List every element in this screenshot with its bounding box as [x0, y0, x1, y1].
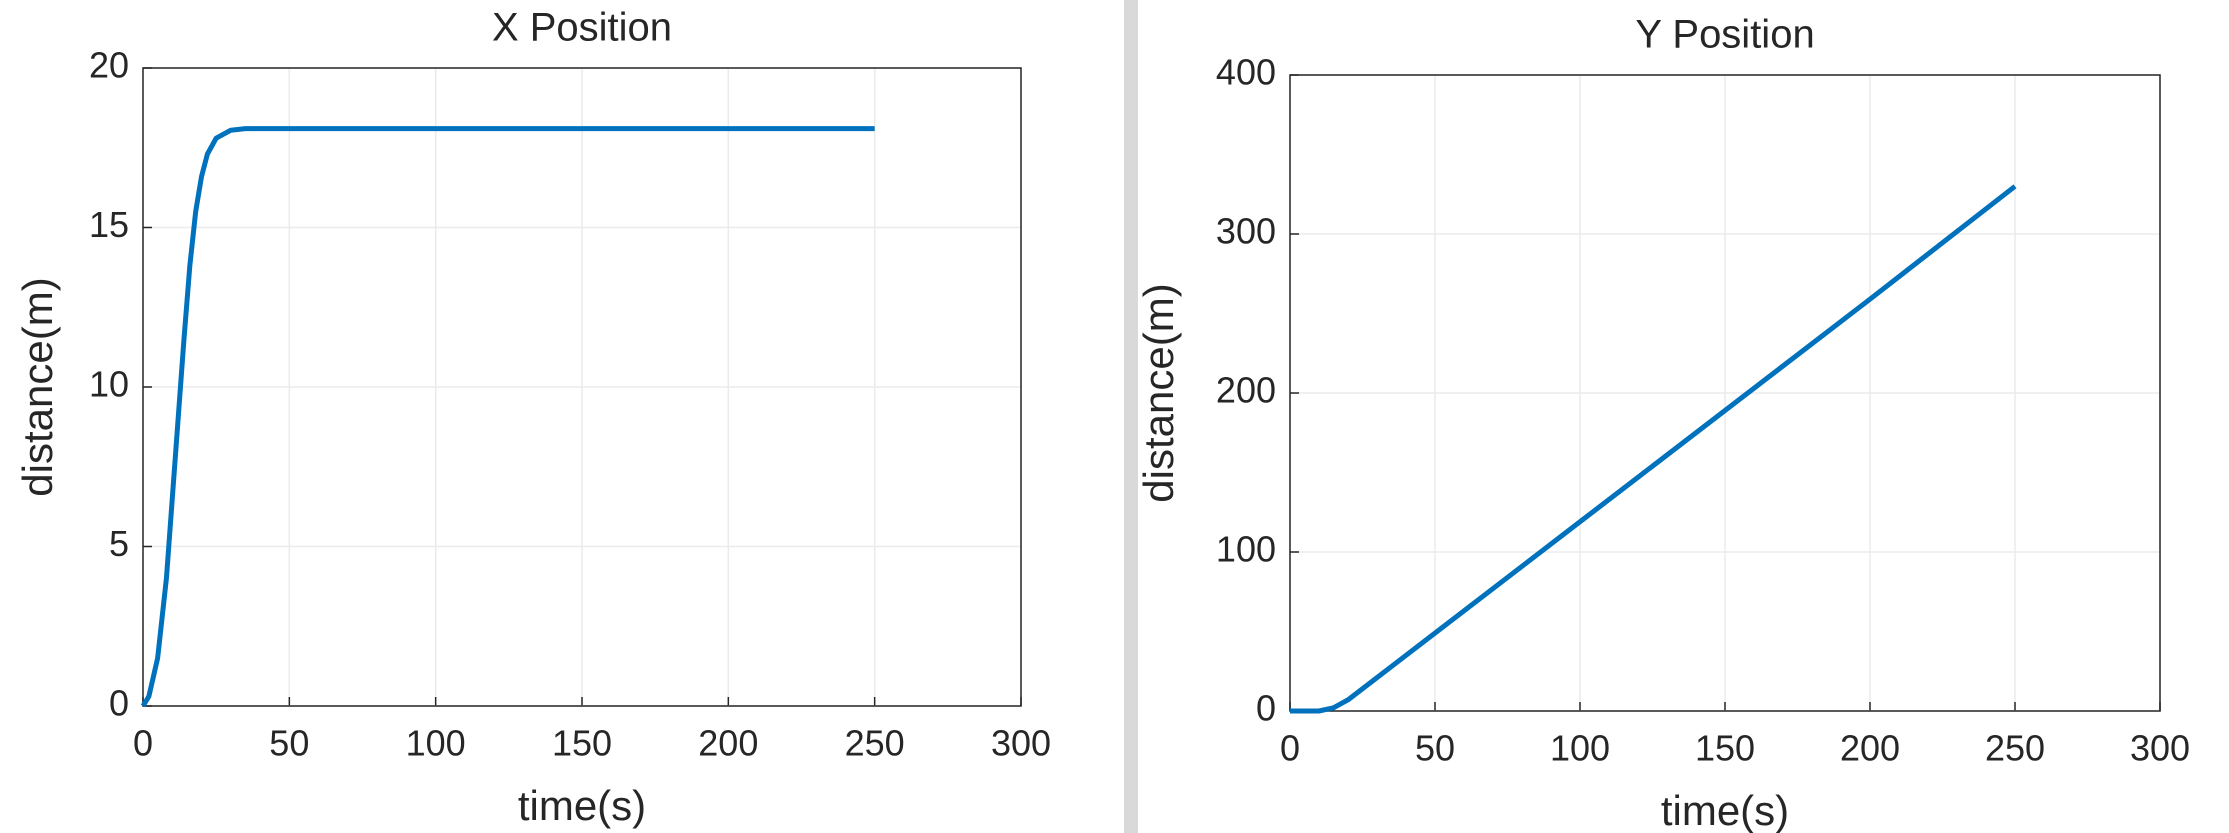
y-tick-label: 300 [1216, 211, 1276, 252]
x-tick-label: 250 [845, 723, 905, 764]
y-axis-label: distance(m) [14, 277, 61, 496]
data-line [140, 126, 875, 708]
x-tick-label: 50 [269, 723, 309, 764]
x-axis-label: time(s) [518, 782, 646, 829]
chart-title: Y Position [1635, 13, 1814, 57]
x-tick-label: 200 [698, 723, 758, 764]
data-line [1290, 184, 2017, 714]
x-tick-label: 0 [1280, 728, 1300, 769]
y-tick-label: 0 [109, 683, 129, 724]
x-tick-label: 150 [1695, 728, 1755, 769]
x-tick-label: 200 [1840, 728, 1900, 769]
y-tick-label: 20 [89, 45, 129, 86]
x-tick-label: 0 [133, 723, 153, 764]
x-tick-label: 50 [1415, 728, 1455, 769]
x-tick-label: 300 [991, 723, 1051, 764]
y-tick-label: 5 [109, 523, 129, 564]
x-tick-label: 150 [552, 723, 612, 764]
y-tick-label: 0 [1256, 688, 1276, 729]
divider [1124, 0, 1138, 833]
x-tick-label: 100 [406, 723, 466, 764]
y-tick-label: 10 [89, 364, 129, 405]
x-axis-label: time(s) [1661, 787, 1789, 833]
x-tick-label: 300 [2130, 728, 2190, 769]
y-tick-label: 200 [1216, 370, 1276, 411]
x-tick-label: 100 [1550, 728, 1610, 769]
axes-box [1289, 74, 2161, 712]
y-tick-label: 15 [89, 204, 129, 245]
axes-box [142, 67, 1022, 707]
y-axis-label: distance(m) [1135, 283, 1182, 502]
chart-title: X Position [492, 6, 672, 50]
y-tick-label: 400 [1216, 52, 1276, 93]
x-tick-label: 250 [1985, 728, 2045, 769]
y-tick-label: 100 [1216, 529, 1276, 570]
